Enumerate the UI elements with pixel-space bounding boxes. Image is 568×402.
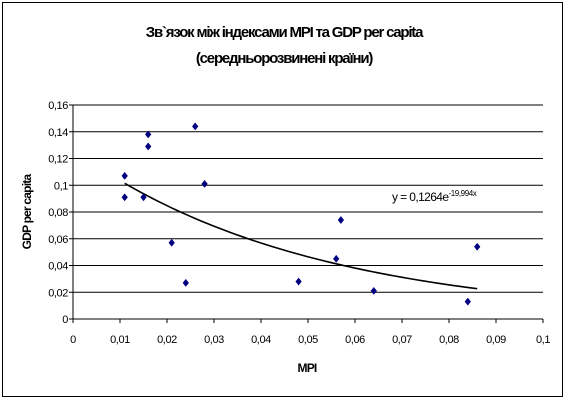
x-tick-label: 0,09 [486, 334, 506, 346]
trendline-equation: y = 0,1264e-19,994x [392, 189, 477, 204]
data-point [473, 242, 481, 251]
data-point [337, 216, 345, 225]
y-tick-labels: 0 0,02 0,04 0,06 0,08 0,1 0,12 0,14 0,16 [48, 100, 68, 326]
x-tick-label: 0,1 [536, 334, 550, 346]
data-point [144, 142, 152, 151]
x-axis-title: MPI [298, 361, 317, 375]
x-tick-label: 0,01 [110, 334, 130, 346]
x-tick-label: 0,07 [392, 334, 412, 346]
y-tick-label: 0,08 [48, 207, 68, 219]
data-point [168, 238, 175, 247]
x-tick-label: 0,05 [298, 334, 318, 346]
data-point [121, 193, 128, 202]
data-point [370, 286, 378, 295]
y-tick-label: 0,04 [48, 261, 68, 273]
chart-frame [2, 2, 563, 397]
chart-title-line-2: (середньорозвинені країни) [196, 50, 373, 67]
x-tick-label: 0 [70, 334, 76, 346]
x-tick-label: 0,03 [204, 334, 224, 346]
y-tick-label: 0,12 [48, 154, 68, 166]
x-tick-label: 0,02 [157, 334, 177, 346]
data-point [332, 254, 340, 263]
chart-title-line-1: Зв`язок між індексами MPI та GDP per cap… [146, 24, 424, 41]
gridlines [73, 104, 543, 293]
data-points [121, 122, 481, 306]
data-point [464, 297, 472, 306]
y-tick-label: 0,02 [48, 287, 68, 299]
data-point [182, 278, 190, 287]
axes [69, 104, 544, 323]
y-axis-title: GDP per capita [20, 174, 34, 250]
y-tick-label: 0 [62, 314, 68, 326]
x-tick-label: 0,04 [251, 334, 271, 346]
y-tick-label: 0,14 [48, 127, 68, 139]
data-point [121, 171, 128, 180]
x-tick-labels: 0 0,01 0,02 0,03 0,04 0,05 0,06 0,07 0,08 0,09 0,1 [70, 334, 551, 346]
y-tick-label: 0,16 [48, 100, 68, 112]
trendline-equation-exponent: -19,994x [448, 189, 476, 198]
y-tick-label: 0,06 [48, 234, 68, 246]
data-point [191, 122, 199, 131]
data-point [201, 179, 208, 188]
x-tick-label: 0,08 [439, 334, 459, 346]
trendline [124, 182, 478, 290]
trendline-equation-main: y = 0,1264e [392, 190, 449, 204]
data-point [144, 130, 152, 139]
data-point [295, 277, 302, 286]
x-tick-label: 0,06 [345, 334, 365, 346]
trendline-curve [124, 182, 478, 290]
data-point [140, 193, 147, 202]
y-tick-label: 0,1 [54, 180, 68, 192]
